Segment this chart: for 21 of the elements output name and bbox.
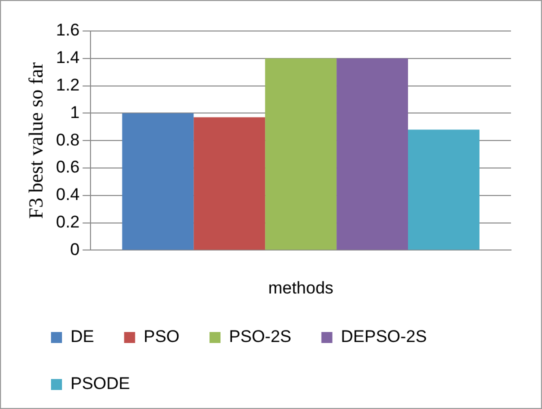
y-tick-label: 0 bbox=[70, 240, 80, 259]
bar bbox=[265, 58, 337, 250]
y-tick-label: 1.2 bbox=[56, 75, 80, 94]
legend-label: PSO-2S bbox=[229, 327, 292, 346]
y-tick-label: 0.4 bbox=[56, 185, 80, 204]
y-tick-label: 1.6 bbox=[56, 20, 80, 40]
bar bbox=[336, 58, 408, 250]
legend-label: DE bbox=[70, 327, 94, 346]
bar bbox=[122, 113, 194, 250]
y-tick-label: 0.6 bbox=[56, 158, 80, 177]
y-tick-label: 0.2 bbox=[56, 212, 80, 232]
x-axis-title: methods bbox=[268, 278, 334, 298]
y-axis-title: F3 best value so far bbox=[25, 62, 48, 219]
legend-label: PSO bbox=[144, 327, 180, 346]
y-tick-label: 1.4 bbox=[56, 48, 80, 68]
legend-label: PSODE bbox=[70, 374, 130, 394]
bar bbox=[408, 130, 480, 250]
bar bbox=[194, 117, 266, 250]
legend-label: DEPSO-2S bbox=[340, 327, 427, 346]
y-tick-label: 1 bbox=[70, 102, 80, 122]
y-tick-label: 0.8 bbox=[56, 130, 80, 150]
